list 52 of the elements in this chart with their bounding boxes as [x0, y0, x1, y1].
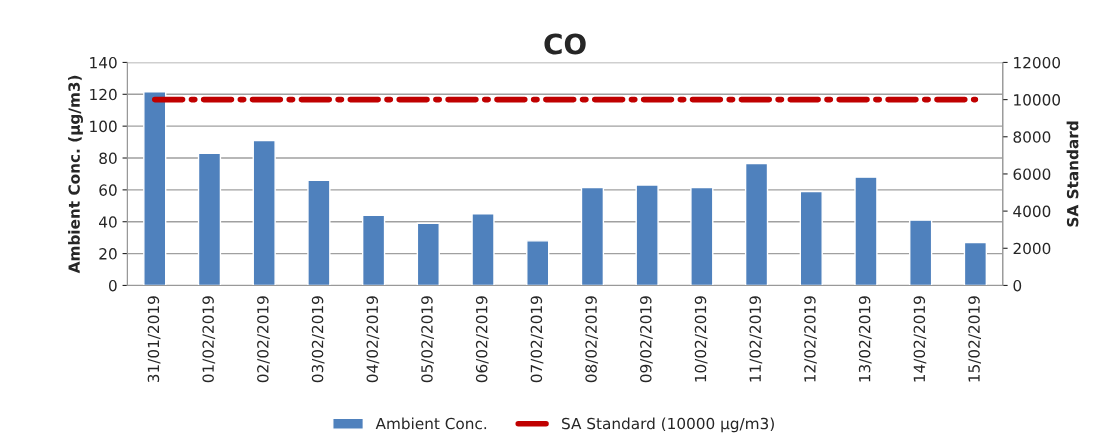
y-tick-label: 60: [99, 184, 117, 196]
x-tick-label: 13/02/2019: [858, 296, 872, 382]
bar: [635, 184, 659, 286]
bar: [471, 213, 495, 286]
bar: [690, 186, 714, 286]
x-tick-label: 04/02/2019: [366, 296, 380, 383]
x-tick-label: 09/02/2019: [640, 296, 653, 383]
bar: [143, 91, 167, 286]
y-tick-label: 100: [90, 120, 117, 133]
y2-tick-label: 2000: [1013, 242, 1051, 255]
x-tick-label: 06/02/2019: [475, 296, 489, 383]
x-tick-label: 12/02/2019: [804, 296, 817, 382]
bar: [854, 176, 878, 286]
y2-tick-label: 6000: [1013, 168, 1051, 180]
x-tick-label: 31/01/2019: [147, 296, 161, 383]
y-tick-label: 40: [99, 216, 117, 228]
y-tick-label: 120: [90, 88, 117, 101]
bar: [307, 179, 331, 286]
bar: [909, 219, 933, 286]
x-tick-label: 11/02/2019: [749, 296, 763, 382]
x-tick-label: 05/02/2019: [421, 296, 434, 383]
y-tick-label: 140: [90, 56, 117, 69]
y-tick-label: 20: [99, 248, 117, 260]
x-tick-label: 03/02/2019: [311, 296, 325, 383]
bar: [744, 162, 769, 286]
legend-label: Ambient Conc.: [375, 417, 487, 430]
x-tick-label: 07/02/2019: [530, 296, 544, 383]
y-axis-title: Ambient Conc. (µg/m3): [68, 75, 83, 274]
x-tick-label: 15/02/2019: [968, 296, 982, 382]
y2-tick-label: 0: [1013, 279, 1022, 292]
bar: [799, 190, 823, 286]
y2-axis-title: SA Standard: [1066, 121, 1079, 227]
x-tick-label: 14/02/2019: [913, 296, 927, 382]
x-tick-label: 02/02/2019: [257, 296, 270, 383]
legend-label: SA Standard (10000 µg/m3): [562, 417, 774, 433]
bar: [963, 241, 988, 286]
bar: [361, 214, 386, 286]
bar: [252, 139, 276, 286]
y2-tick-label: 8000: [1013, 131, 1051, 143]
bar: [526, 240, 550, 286]
bar: [197, 152, 222, 286]
x-tick-label: 10/02/2019: [694, 296, 708, 382]
bar: [416, 222, 440, 286]
y-tick-label: 80: [99, 152, 117, 165]
y2-tick-label: 12000: [1014, 56, 1061, 69]
bar: [580, 186, 605, 286]
y-tick-label: 0: [108, 279, 117, 292]
x-tick-label: 01/02/2019: [202, 296, 216, 383]
y2-tick-label: 4000: [1013, 205, 1051, 218]
y2-tick-label: 10000: [1014, 94, 1061, 106]
chart-title: CO: [544, 33, 586, 55]
x-tick-label: 08/02/2019: [585, 296, 599, 383]
